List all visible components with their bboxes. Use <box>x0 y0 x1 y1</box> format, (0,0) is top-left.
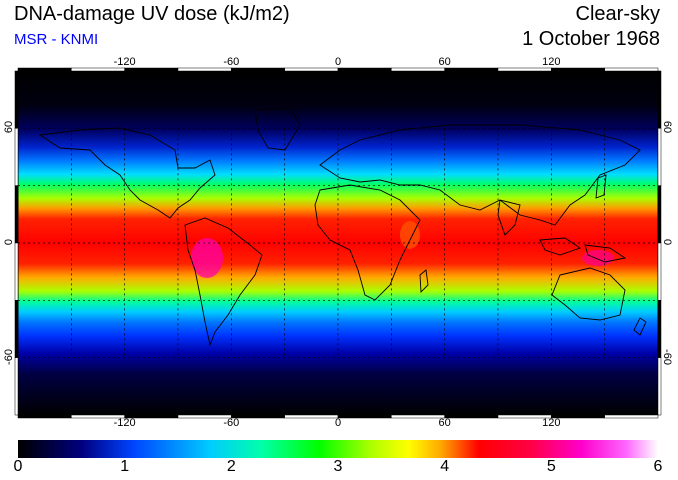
map-title: DNA-damage UV dose (kJ/m2) <box>14 3 290 25</box>
frame-tick-segment <box>14 185 19 244</box>
frame-tick-segment <box>284 67 339 72</box>
frame-tick-segment <box>231 67 285 72</box>
frame-tick-segment <box>391 67 445 72</box>
colorbar-label: 3 <box>333 458 343 475</box>
frame-tick-segment <box>14 242 19 301</box>
frame-tick-segment <box>551 67 605 72</box>
lon-tick-label-top: 60 <box>438 56 451 68</box>
sky-condition: Clear-sky <box>575 3 660 25</box>
lon-tick-label-top: -60 <box>223 56 240 68</box>
frame-tick-segment <box>124 67 179 72</box>
frame-tick-segment <box>17 414 72 419</box>
frame-tick-segment <box>604 414 659 419</box>
colorbar-label: 5 <box>546 458 556 475</box>
frame-tick-segment <box>14 357 19 416</box>
frame-tick-segment <box>497 67 552 72</box>
graticule <box>18 127 658 359</box>
lat-tick-label-left: -60 <box>3 348 15 365</box>
frame-tick-segment <box>71 67 125 72</box>
map-date: 1 October 1968 <box>522 28 660 50</box>
frame-tick-segment <box>14 128 19 186</box>
colorbar-label: 6 <box>653 458 663 475</box>
lat-tick-label-left: 60 <box>3 121 15 134</box>
frame-ticks <box>14 67 662 419</box>
lat-tick-label-right: -60 <box>661 348 673 365</box>
lon-tick-label-bottom: -120 <box>113 417 136 429</box>
colorbar <box>18 440 658 458</box>
frame-tick-segment <box>337 67 392 72</box>
lon-tick-label-top: 120 <box>542 56 561 68</box>
colorbar-label: 1 <box>120 458 130 475</box>
lat-tick-label-right: 0 <box>661 238 673 246</box>
lon-tick-label-bottom: 120 <box>542 417 561 429</box>
colorbar-label: 0 <box>13 458 23 475</box>
frame-tick-segment <box>177 67 232 72</box>
lon-tick-label-bottom: -60 <box>223 417 240 429</box>
lat-tick-label-left: 0 <box>3 238 15 246</box>
colorbar-label: 4 <box>440 458 450 475</box>
lon-tick-label-bottom: 0 <box>334 417 342 429</box>
colorbar-label: 2 <box>226 458 236 475</box>
frame-tick-segment <box>444 67 499 72</box>
frame-tick-segment <box>14 70 19 129</box>
frame-tick-segment <box>17 67 72 72</box>
lon-tick-label-bottom: 60 <box>438 417 451 429</box>
frame-tick-segment <box>657 357 662 416</box>
frame-tick-segment <box>14 300 19 358</box>
lon-tick-label-top: 0 <box>334 56 342 68</box>
frame-tick-segment <box>604 67 659 72</box>
lon-tick-label-top: -120 <box>113 56 136 68</box>
lat-tick-label-right: 60 <box>661 121 673 134</box>
map-source: MSR - KNMI <box>14 31 99 48</box>
